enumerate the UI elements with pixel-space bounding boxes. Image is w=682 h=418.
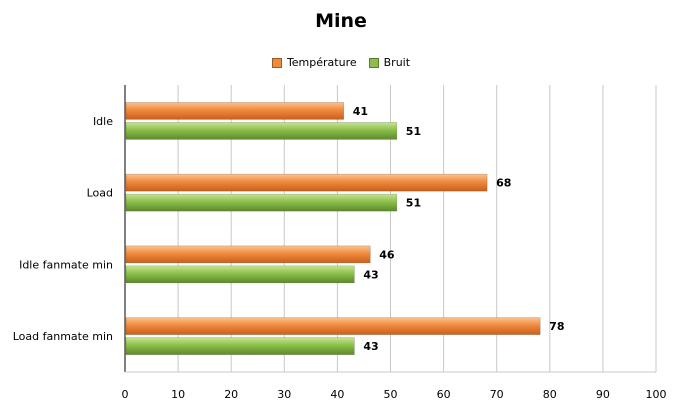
x-tick-label: 10 [171, 388, 185, 401]
bar-bruit [125, 193, 398, 212]
bar-layer [125, 102, 541, 355]
x-tick-label: 80 [543, 388, 557, 401]
category-label: Load [87, 187, 113, 200]
legend-swatch-temperature [271, 57, 282, 68]
data-label: 43 [363, 340, 378, 353]
chart-title: Mine [315, 10, 367, 32]
bar-bruit [125, 265, 355, 284]
x-tick-label: 70 [490, 388, 504, 401]
bar-temperature [125, 102, 345, 120]
data-label: 51 [406, 197, 421, 210]
legend-entry-bruit: Bruit [368, 56, 411, 69]
x-tick-label: 0 [122, 388, 129, 401]
data-label: 43 [363, 268, 378, 281]
data-label: 41 [353, 105, 368, 118]
bar-bruit [125, 337, 355, 355]
x-tick-label: 30 [277, 388, 291, 401]
legend-label-bruit: Bruit [383, 56, 411, 69]
category-label: Idle fanmate min [19, 258, 113, 271]
x-tick-label: 50 [384, 388, 398, 401]
data-label: 46 [379, 248, 395, 261]
x-tick-label: 60 [437, 388, 451, 401]
data-label: 68 [496, 177, 511, 190]
category-label: Load fanmate min [13, 330, 113, 343]
data-label: 78 [549, 320, 564, 333]
x-tick-label: 40 [330, 388, 344, 401]
data-label: 51 [406, 125, 421, 138]
legend-entry-temperature: Température [271, 56, 357, 69]
bar-bruit [125, 122, 398, 140]
label-layer: 0 10 20 30 40 50 60 70 80 90 100 Idle 41 51 Load 68 51 Id… [13, 105, 667, 401]
legend: Température Bruit [0, 56, 682, 69]
category-label: Idle [93, 115, 113, 128]
x-tick-label: 100 [646, 388, 667, 401]
x-tick-label: 20 [224, 388, 238, 401]
legend-swatch-bruit [368, 57, 379, 68]
bar-temperature [125, 245, 371, 264]
bar-temperature [125, 173, 488, 192]
x-tick-label: 90 [596, 388, 610, 401]
bar-temperature [125, 317, 541, 335]
legend-label-temperature: Température [286, 56, 357, 69]
